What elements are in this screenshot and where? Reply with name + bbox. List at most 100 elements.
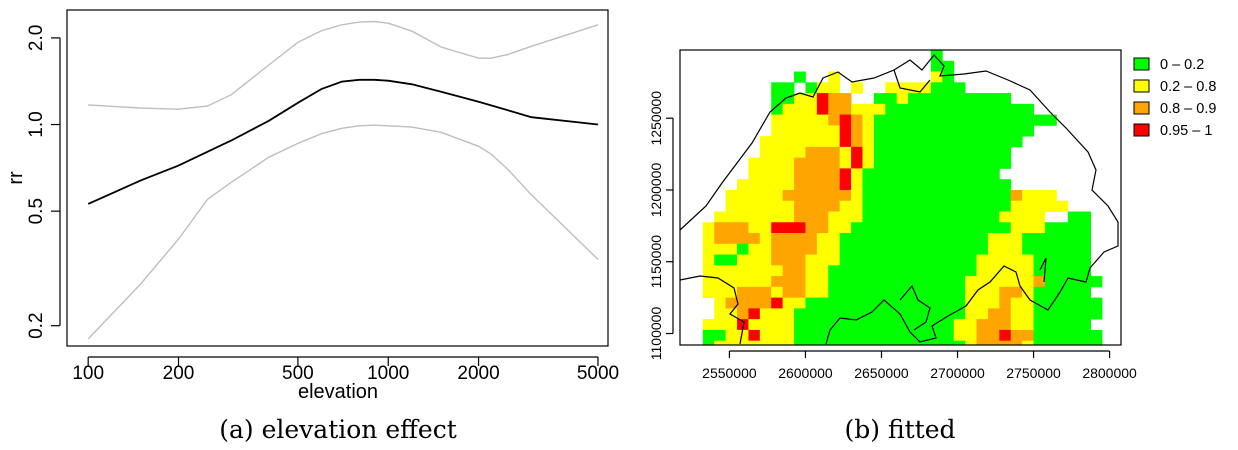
map-cell (896, 233, 909, 245)
map-cell (873, 125, 886, 137)
map-cell (987, 211, 1000, 223)
map-cell (759, 276, 772, 288)
map-cell (873, 276, 886, 288)
map-cell (828, 254, 841, 266)
map-cell (771, 319, 784, 331)
map-cell (816, 82, 829, 94)
map-cell (816, 340, 829, 346)
map-cell (873, 297, 886, 309)
map-cell (737, 340, 749, 346)
map-cell (1022, 297, 1034, 309)
map-cell (771, 297, 784, 309)
map-cell (930, 93, 943, 105)
map-cell (953, 168, 966, 180)
map-cell (759, 136, 772, 148)
map-cell (873, 114, 886, 126)
map-cell (873, 146, 886, 159)
map-cell (1022, 125, 1034, 137)
map-cell (725, 222, 738, 234)
map-cell (805, 179, 818, 191)
map-cell (748, 319, 761, 331)
map-cell (862, 233, 875, 245)
map-cell (1090, 329, 1103, 342)
y-tick-label: 1100000 (648, 307, 664, 361)
map-cell (816, 233, 829, 245)
map-cell (794, 146, 806, 159)
map-cell (839, 297, 852, 309)
map-cell (965, 211, 977, 223)
map-cell (919, 103, 932, 115)
map-cell (965, 125, 977, 137)
map-cell (873, 222, 886, 234)
map-cell (759, 308, 772, 320)
map-cell (862, 211, 875, 223)
map-cell (987, 276, 1000, 288)
map-cell (771, 211, 784, 223)
map-cell (908, 319, 920, 331)
map-cell (782, 319, 795, 331)
map-cell (828, 329, 841, 342)
map-cell (919, 146, 932, 159)
map-cell (1044, 114, 1057, 126)
map-cell (953, 146, 966, 159)
map-cell (976, 319, 989, 331)
map-cell (1079, 233, 1091, 245)
map-cell (714, 222, 727, 234)
map-cell (908, 297, 920, 309)
legend-label: 0.2 – 0.8 (1160, 79, 1216, 95)
map-cell (1044, 319, 1057, 331)
map-cell (1056, 308, 1069, 320)
map-cell (805, 276, 818, 288)
map-cell (987, 254, 1000, 266)
map-cell (828, 125, 841, 137)
map-cell (1022, 243, 1034, 255)
map-cell (1079, 329, 1091, 342)
map-cell (851, 82, 863, 94)
map-cell (851, 211, 863, 223)
map-cell (987, 233, 1000, 245)
map-cell (771, 103, 784, 115)
map-cell (759, 168, 772, 180)
map-cell (953, 222, 966, 234)
x-axis: 100 200 500 1000 2000 5000 (72, 356, 619, 384)
map-cell (976, 189, 989, 202)
map-cell (1044, 222, 1057, 234)
map-cell (999, 329, 1012, 342)
map-cell (1033, 308, 1046, 320)
map-cell (805, 329, 818, 342)
map-cell (782, 265, 795, 277)
map-cell (930, 71, 943, 83)
map-cell (839, 103, 852, 115)
caption-a: (a) elevation effect (219, 415, 457, 444)
map-cell (896, 125, 909, 137)
map-cell (782, 168, 795, 180)
map-cell (1056, 276, 1069, 288)
map-cell (771, 233, 784, 245)
map-cell (702, 286, 715, 299)
map-cell (862, 157, 875, 169)
map-cell (896, 93, 909, 105)
map-cell (1056, 265, 1069, 277)
map-cell (1010, 297, 1023, 309)
map-cell (862, 146, 875, 159)
map-cell (851, 297, 863, 309)
map-cell (953, 265, 966, 277)
map-cell (851, 276, 863, 288)
map-cell (896, 146, 909, 159)
map-cell (885, 114, 898, 126)
map-cell (930, 319, 943, 331)
map-cell (851, 233, 863, 245)
map-cell (725, 308, 738, 320)
map-cell (987, 297, 1000, 309)
map-cell (1022, 308, 1034, 320)
map-cell (839, 211, 852, 223)
map-cell (873, 233, 886, 245)
map-cell (930, 340, 943, 346)
map-cell (976, 308, 989, 320)
map-cell (930, 211, 943, 223)
map-cell (930, 125, 943, 137)
map-cell (987, 103, 1000, 115)
map-cell (828, 265, 841, 277)
map-cell (1010, 276, 1023, 288)
map-cell (885, 93, 898, 105)
